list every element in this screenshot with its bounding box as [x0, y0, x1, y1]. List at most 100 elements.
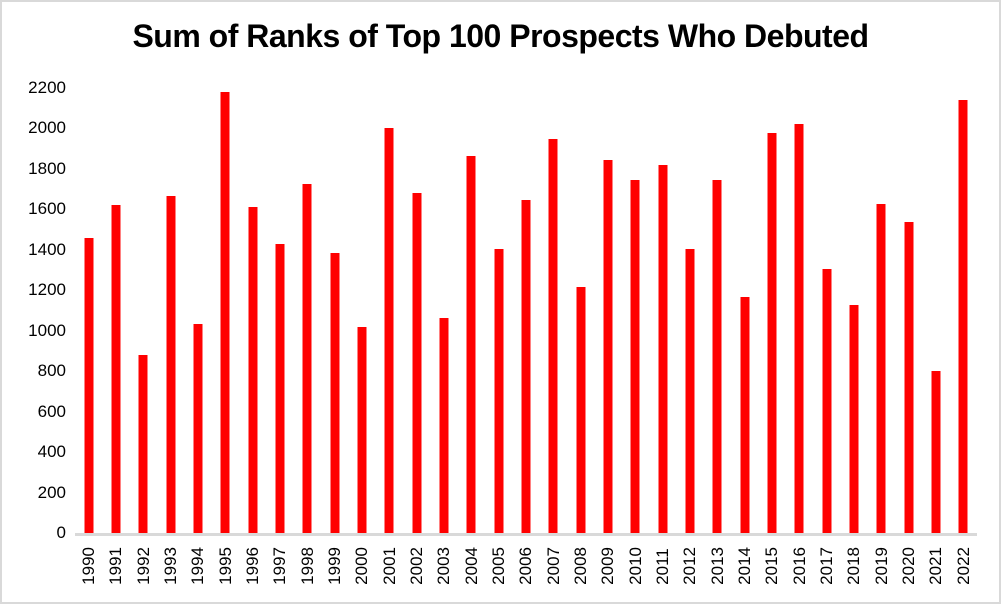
bar-2015[interactable] — [767, 132, 777, 533]
bar-1995[interactable] — [220, 92, 230, 533]
bar-2016[interactable] — [794, 124, 804, 533]
bar-2022[interactable] — [958, 100, 968, 533]
x-tick-label-2017: 2017 — [817, 547, 837, 585]
bar-2003[interactable] — [439, 317, 449, 533]
x-tick-label-2008: 2008 — [571, 547, 591, 585]
x-slot-1995: 1995 — [212, 547, 239, 585]
x-tick-label-1996: 1996 — [243, 547, 263, 585]
x-tick-label-1998: 1998 — [297, 547, 317, 585]
x-slot-2017: 2017 — [813, 547, 840, 585]
x-tick-label-2018: 2018 — [844, 547, 864, 585]
y-tick-label-2200: 2200 — [28, 78, 66, 97]
y-tick-label-1200: 1200 — [28, 280, 66, 300]
bar-2020[interactable] — [904, 221, 913, 533]
bar-slot-2014 — [731, 88, 758, 533]
bar-2005[interactable] — [494, 248, 504, 533]
y-tick-label-800: 800 — [37, 361, 66, 381]
y-axis: 2200 2000 1800 1600 1400 1200 1000 800 600 400 200… — [2, 78, 66, 542]
x-slot-1991: 1991 — [102, 547, 129, 585]
x-slot-1993: 1993 — [157, 547, 184, 585]
x-slot-1998: 1998 — [294, 547, 321, 585]
x-tick-label-2016: 2016 — [789, 547, 809, 585]
bar-2001[interactable] — [384, 128, 394, 533]
bar-slot-2005 — [485, 88, 512, 533]
bar-2021[interactable] — [931, 371, 941, 533]
bar-1992[interactable] — [138, 355, 148, 533]
x-slot-2019: 2019 — [868, 547, 895, 585]
x-slot-2004: 2004 — [458, 547, 485, 585]
x-slot-2011: 2011 — [649, 547, 676, 585]
x-tick-label-2011: 2011 — [653, 548, 673, 585]
bar-slot-2015 — [758, 88, 785, 533]
x-tick-label-2007: 2007 — [543, 547, 563, 585]
x-tick-label-2013: 2013 — [707, 547, 727, 585]
bar-2012[interactable] — [685, 248, 695, 533]
x-tick-label-2009: 2009 — [598, 547, 618, 585]
x-tick-label-2020: 2020 — [899, 547, 918, 585]
y-tick-label-600: 600 — [37, 401, 66, 421]
x-slot-1996: 1996 — [239, 547, 266, 585]
x-slot-2002: 2002 — [403, 547, 430, 585]
y-tick-label-1400: 1400 — [28, 239, 66, 259]
plot-area — [75, 88, 977, 536]
bar-1993[interactable] — [166, 196, 176, 533]
bar-1999[interactable] — [330, 252, 340, 533]
bar-2010[interactable] — [630, 180, 640, 533]
x-tick-label-2000: 2000 — [352, 547, 372, 585]
bar-slot-2008 — [567, 88, 594, 533]
bar-slot-2013 — [704, 88, 731, 533]
bar-2017[interactable] — [822, 269, 832, 533]
bar-2004[interactable] — [466, 155, 476, 533]
x-tick-label-2021: 2021 — [926, 547, 946, 585]
bar-2000[interactable] — [357, 326, 367, 533]
y-tick-label-400: 400 — [37, 442, 66, 462]
bar-1994[interactable] — [193, 323, 203, 533]
bar-slot-1990 — [75, 88, 102, 533]
bar-2008[interactable] — [576, 287, 586, 533]
y-tick-label-1000: 1000 — [28, 320, 66, 340]
bar-1990[interactable] — [84, 237, 94, 533]
y-tick-label-1800: 1800 — [28, 158, 66, 178]
bar-slot-2004 — [458, 88, 485, 533]
bar-2018[interactable] — [849, 305, 859, 533]
bar-1991[interactable] — [111, 205, 121, 533]
bar-2013[interactable] — [712, 180, 722, 533]
bar-2002[interactable] — [412, 193, 422, 533]
x-tick-label-2010: 2010 — [625, 547, 645, 585]
bar-slot-1995 — [212, 88, 239, 533]
x-slot-2008: 2008 — [567, 547, 594, 585]
x-slot-2016: 2016 — [786, 547, 813, 585]
bar-slot-1991 — [102, 88, 129, 533]
bar-slot-2019 — [868, 88, 895, 533]
bar-slot-2010 — [622, 88, 649, 533]
bar-slot-2020 — [895, 88, 922, 533]
x-tick-label-2022: 2022 — [953, 547, 973, 585]
bar-slot-1997 — [266, 88, 293, 533]
bar-slot-2011 — [649, 88, 676, 533]
bar-2014[interactable] — [740, 297, 750, 533]
bar-2007[interactable] — [548, 138, 558, 533]
y-tick-label-2000: 2000 — [28, 118, 66, 138]
bar-slot-1994 — [184, 88, 211, 533]
bar-2011[interactable] — [658, 164, 668, 533]
bar-2019[interactable] — [876, 204, 886, 533]
bar-2009[interactable] — [603, 159, 613, 533]
x-slot-2014: 2014 — [731, 547, 758, 585]
x-slot-2009: 2009 — [594, 547, 621, 585]
x-slot-1992: 1992 — [130, 547, 157, 585]
x-slot-1990: 1990 — [75, 547, 102, 585]
x-slot-2007: 2007 — [540, 547, 567, 585]
x-tick-label-2014: 2014 — [735, 547, 755, 585]
bar-1996[interactable] — [248, 207, 258, 533]
x-tick-label-2005: 2005 — [489, 547, 509, 585]
x-tick-label-2006: 2006 — [516, 547, 536, 585]
x-axis: 1990 1991 1992 1993 1994 1995 1996 1997 1998 1999… — [75, 547, 977, 585]
bar-1998[interactable] — [302, 184, 312, 533]
bar-slot-2022 — [950, 88, 977, 533]
x-tick-label-2012: 2012 — [680, 547, 700, 585]
bar-slot-2007 — [540, 88, 567, 533]
bar-2006[interactable] — [521, 200, 531, 533]
bar-slot-2000 — [348, 88, 375, 533]
bar-1997[interactable] — [275, 243, 285, 533]
